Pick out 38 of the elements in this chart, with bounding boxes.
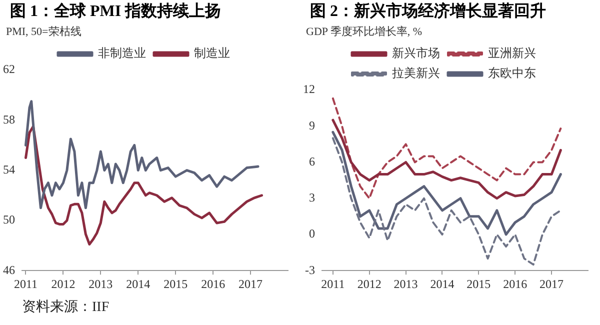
x-tick-label: 2015 [164,276,188,291]
y-tick-label: 6 [309,154,315,168]
legend-label: 制造业 [194,46,230,60]
legend-label: 新兴市场 [392,46,440,60]
line-series [332,97,562,200]
x-tick-label: 2013 [394,276,418,291]
y-tick-label: 3 [309,190,315,205]
text: 资料来源：IIF [22,300,110,315]
y-tick-label: 58 [3,112,15,126]
x-tick-label: 2013 [88,276,113,291]
y-tick-label: 0 [309,226,315,241]
y-tick-label: 50 [3,212,15,227]
x-tick-label: 2017 [238,276,263,291]
legend-label: 亚洲新兴 [488,46,536,60]
x-tick-label: 2014 [126,276,150,291]
chart-title: 图 1：全球 PMI 指数持续上扬 [9,2,222,22]
x-tick-label: 2012 [357,276,382,291]
x-tick-label: 2016 [503,276,528,291]
y-tick-label: 46 [3,262,15,277]
x-tick-label: 2015 [466,276,491,291]
legend-label: 东欧中东 [488,66,536,80]
x-tick-label: 2012 [51,276,76,291]
line-series [332,137,562,266]
y-tick-label: 62 [3,62,15,76]
x-tick-label: 2014 [430,276,454,291]
x-tick-label: 2011 [321,276,345,291]
legend-label: 非制造业 [98,46,146,60]
x-tick-label: 2011 [14,276,38,291]
y-tick-label: 12 [303,82,315,96]
x-tick-label: 2016 [201,276,226,291]
y-tick-label: -3 [305,262,315,277]
x-tick-label: 2017 [540,276,564,291]
chart-title: 图 2：新兴市场经济增长显著回升 [309,1,547,22]
legend-label: 拉美新兴 [392,66,440,80]
chart-subtitle: PMI, 50=荣枯线 [5,25,82,40]
y-tick-label: 54 [3,162,15,176]
y-tick-label: 9 [309,118,315,132]
chart-subtitle: GDP 季度环比增长率, % [305,24,424,40]
